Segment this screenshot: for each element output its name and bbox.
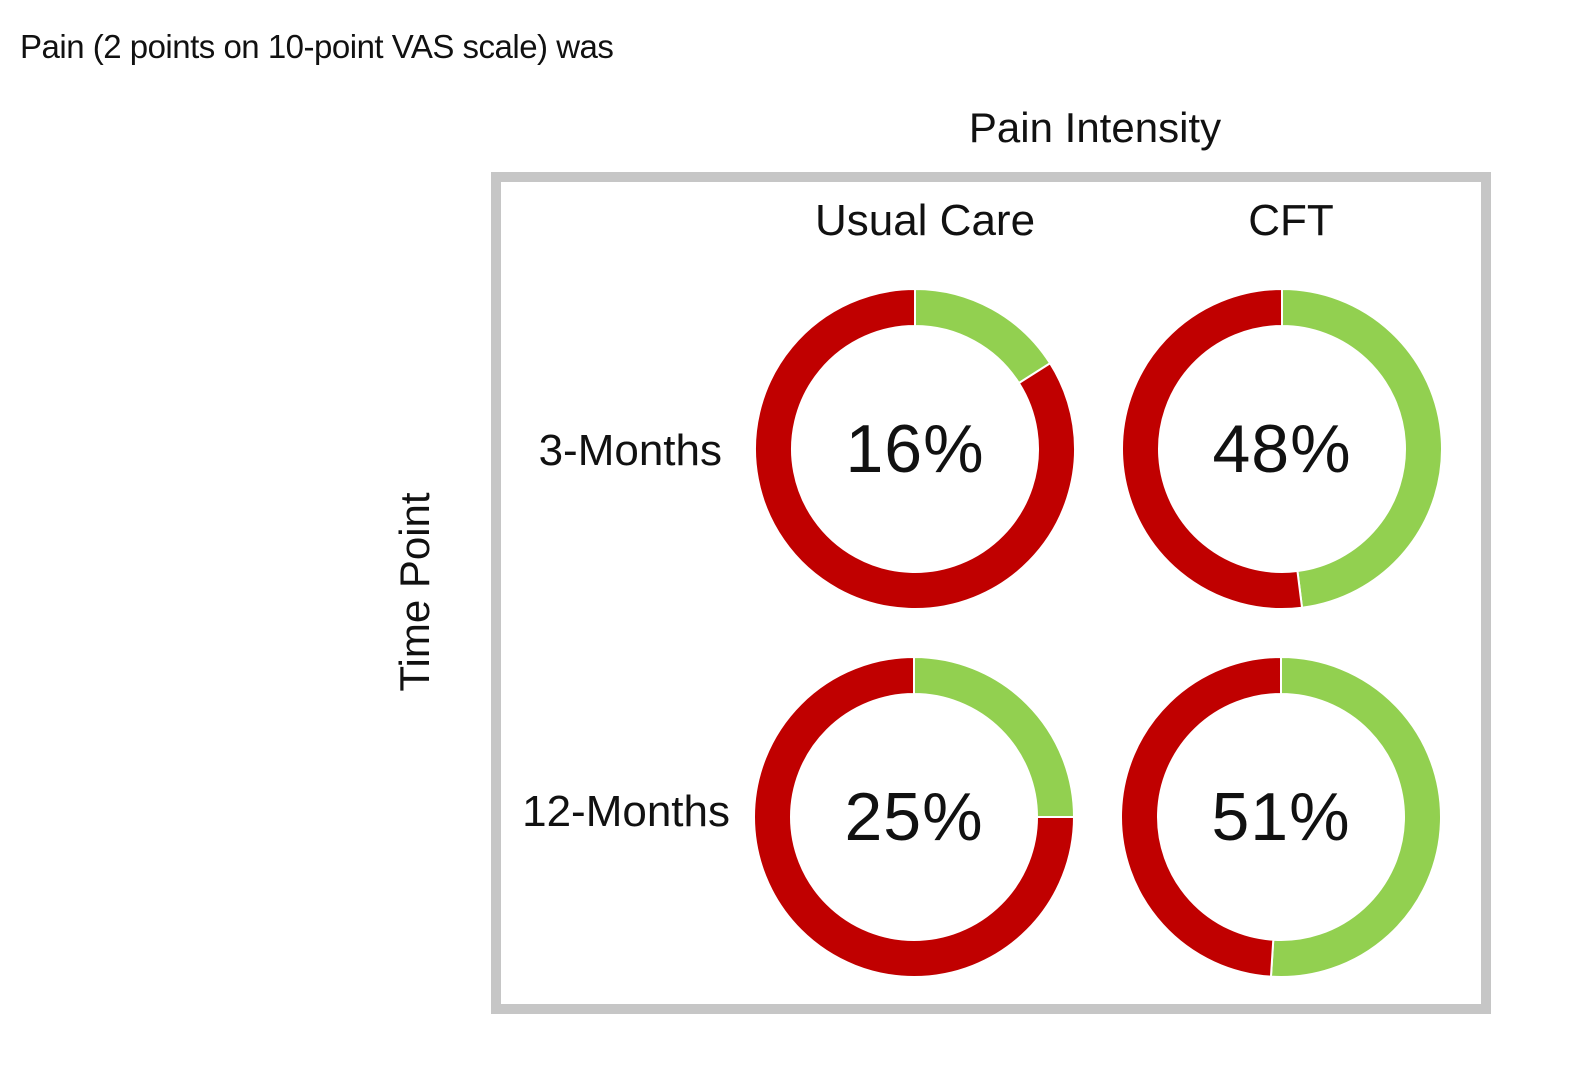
column-header-cft: CFT	[1248, 196, 1334, 245]
donut-chart	[1121, 288, 1443, 610]
donut-12-months-usual-care: 25%	[753, 656, 1075, 978]
donut-12-months-cft: 51%	[1120, 656, 1442, 978]
donut-segment-highlight	[1269, 656, 1442, 978]
y-axis-title: Time Point	[391, 492, 438, 692]
percent-label: 25%	[844, 779, 984, 855]
donut-segment-remainder	[1120, 656, 1282, 978]
donut-chart	[754, 288, 1076, 610]
intro-text: Pain (2 points on 10-point VAS scale) wa…	[20, 28, 614, 65]
donut-segment-remainder	[754, 288, 1076, 610]
donut-segment-highlight	[1281, 288, 1443, 609]
percent-label: 48%	[1212, 411, 1352, 487]
column-header-usual-care: Usual Care	[814, 196, 1036, 245]
row-label-3-months: 3-Months	[538, 426, 722, 475]
donut-3-months-usual-care: 16%	[754, 288, 1076, 610]
donut-chart	[1120, 656, 1442, 978]
percent-label: 16%	[845, 411, 985, 487]
donut-chart	[753, 656, 1075, 978]
percent-label: 51%	[1211, 779, 1351, 855]
row-label-12-months: 12-Months	[522, 787, 730, 836]
donut-segment-remainder	[1121, 288, 1304, 610]
donut-3-months-cft: 48%	[1121, 288, 1443, 610]
donut-segment-remainder	[753, 656, 1075, 978]
chart-title: Pain Intensity	[968, 104, 1222, 151]
